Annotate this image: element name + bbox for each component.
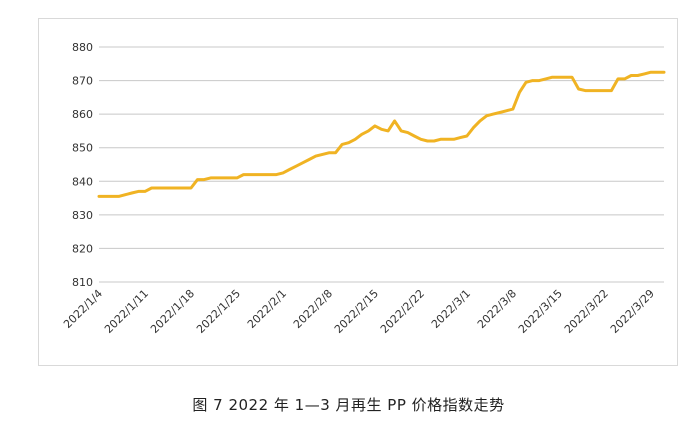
x-tick-label: 2022/1/4 <box>61 287 105 331</box>
x-tick-label: 2022/3/29 <box>608 287 657 336</box>
series-line-group <box>97 70 666 198</box>
y-tick-label: 810 <box>72 276 93 289</box>
x-tick-label: 2022/3/22 <box>562 287 611 336</box>
series-line <box>97 70 666 198</box>
x-tick-label: 2022/1/25 <box>194 287 243 336</box>
x-tick-label: 2022/2/22 <box>378 287 427 336</box>
y-tick-label: 860 <box>72 108 93 121</box>
y-tick-label: 880 <box>72 41 93 54</box>
x-tick-label: 2022/1/18 <box>148 287 197 336</box>
figure-caption: 图 7 2022 年 1—3 月再生 PP 价格指数走势 <box>192 396 505 414</box>
x-tick-label: 2022/3/8 <box>475 287 519 331</box>
y-tick-label: 870 <box>72 75 93 88</box>
chart-frame: 810 820 830 840 850 860 870 880 2022/1/4 2022/1/… <box>38 18 678 366</box>
x-tick-label: 2022/2/1 <box>245 287 289 331</box>
y-tick-label: 840 <box>72 175 93 188</box>
y-tick-label: 830 <box>72 209 93 222</box>
x-tick-label: 2022/3/15 <box>516 287 565 336</box>
y-axis-tick-labels: 810 820 830 840 850 860 870 880 <box>72 41 93 289</box>
grid-lines <box>99 46 664 283</box>
x-tick-label: 2022/3/1 <box>429 287 473 331</box>
y-tick-label: 820 <box>72 242 93 255</box>
x-tick-label: 2022/2/8 <box>291 287 335 331</box>
y-tick-label: 850 <box>72 142 93 155</box>
x-tick-label: 2022/2/15 <box>332 287 381 336</box>
x-tick-label: 2022/1/11 <box>102 287 151 336</box>
